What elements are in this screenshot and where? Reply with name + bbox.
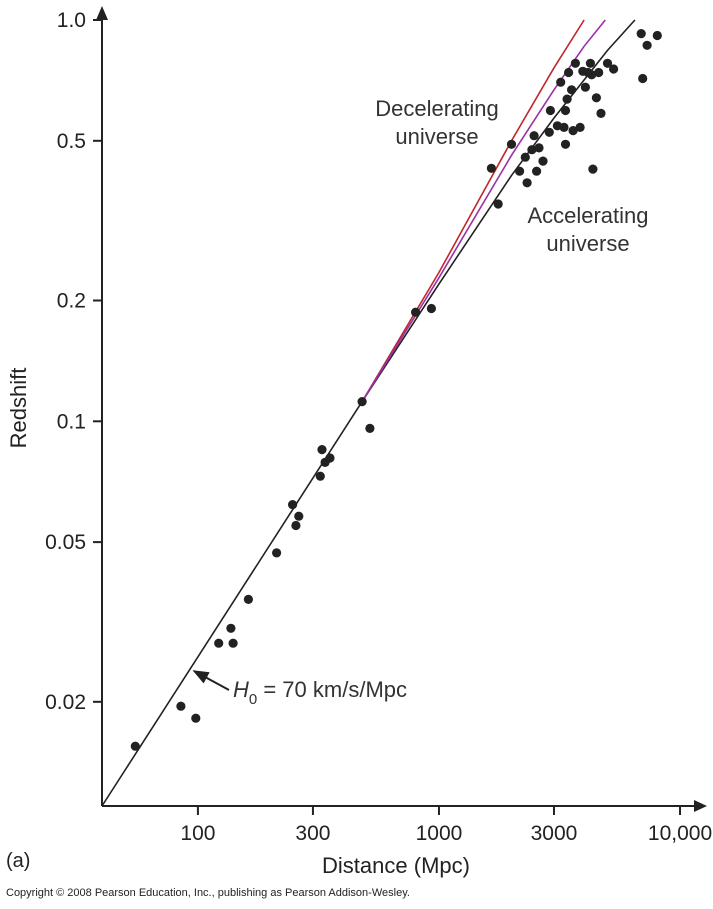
supernova-point: [315, 471, 325, 481]
supernova-point: [568, 126, 578, 136]
x-tick-label: 3000: [531, 822, 578, 845]
x-tick-label: 10,000: [648, 822, 712, 845]
h0-arrow: [192, 670, 230, 691]
supernova-point: [226, 623, 236, 633]
supernova-point: [522, 178, 532, 188]
supernova-point: [564, 67, 574, 78]
y-tick-label: 0.5: [57, 130, 86, 153]
supernova-point: [652, 30, 662, 41]
supernova-point: [272, 548, 282, 558]
supernova-point: [294, 511, 304, 521]
supernova-point: [562, 94, 572, 104]
accelerating-label-line2: universe: [546, 231, 629, 256]
h0-annotation: H0 = 70 km/s/Mpc: [192, 670, 407, 708]
supernova-point: [365, 423, 375, 433]
supernova-point: [594, 67, 604, 78]
x-axis-title: Distance (Mpc): [322, 853, 470, 878]
x-tick-label: 1000: [416, 822, 463, 845]
supernova-point: [570, 58, 581, 68]
supernova-point: [567, 85, 577, 95]
supernova-point: [556, 77, 566, 87]
supernova-point: [532, 166, 542, 176]
supernova-point: [325, 453, 335, 463]
supernova-point: [545, 105, 556, 116]
supernova-point: [515, 166, 525, 176]
supernova-point: [506, 139, 517, 149]
supernova-point: [357, 397, 367, 407]
supernova-point: [426, 303, 436, 314]
supernova-point: [638, 73, 648, 84]
x-axis-arrow-icon: [694, 800, 707, 812]
supernova-point: [580, 82, 591, 92]
supernova-point: [602, 58, 613, 68]
supernova-point: [559, 122, 569, 132]
x-ticks: 100 300 1000 3000 10,000: [180, 806, 712, 845]
h0-symbol: H: [233, 677, 249, 702]
supernova-point: [317, 445, 327, 455]
x-tick-label: 100: [180, 822, 215, 845]
panel-label: (a): [6, 850, 31, 872]
supernova-point: [529, 131, 539, 141]
supernova-point: [493, 199, 503, 209]
y-tick-label: 0.02: [45, 691, 86, 714]
copyright-notice: Copyright © 2008 Pearson Education, Inc.…: [6, 887, 410, 899]
supernova-point: [243, 594, 253, 605]
intermediate-line: [361, 19, 606, 403]
y-axis-arrow-icon: [96, 6, 108, 20]
y-tick-label: 0.1: [57, 410, 86, 433]
axes: [96, 6, 707, 812]
supernova-point: [214, 638, 224, 648]
supernova-point: [636, 28, 646, 39]
supernova-point: [560, 139, 571, 149]
h0-subscript: 0: [249, 691, 257, 708]
supernova-point: [596, 108, 606, 118]
supernova-point: [527, 145, 537, 155]
supernova-point: [520, 152, 530, 162]
h0-value: = 70 km/s/Mpc: [257, 677, 407, 702]
supernova-point: [191, 713, 201, 723]
y-tick-label: 1.0: [57, 9, 86, 32]
data-points: [130, 28, 662, 751]
supernova-point: [560, 105, 571, 116]
supernova-point: [411, 307, 421, 317]
decelerating-label-line1: Decelerating: [375, 96, 499, 121]
y-axis-title: Redshift: [6, 368, 31, 449]
y-tick-label: 0.05: [45, 531, 86, 554]
supernova-point: [591, 93, 602, 103]
supernova-point: [588, 164, 598, 174]
supernova-point: [486, 163, 496, 173]
supernova-point: [544, 127, 554, 137]
supernova-point: [534, 143, 544, 153]
accelerating-label-line1: Accelerating: [527, 203, 648, 228]
h0-label: H0 = 70 km/s/Mpc: [233, 677, 407, 708]
decelerating-label-line2: universe: [395, 124, 478, 149]
supernova-point: [228, 638, 238, 648]
supernova-point: [291, 520, 301, 531]
supernova-point: [642, 40, 652, 50]
supernova-point: [130, 741, 140, 751]
supernova-point: [587, 70, 597, 80]
y-tick-label: 0.2: [57, 290, 86, 313]
supernova-point: [585, 58, 596, 68]
supernova-point: [288, 500, 298, 510]
supernova-point: [575, 122, 585, 132]
supernova-point: [176, 701, 186, 711]
supernova-point: [609, 64, 619, 74]
x-tick-label: 300: [295, 822, 330, 845]
y-ticks: 0.02 0.05 0.1 0.2 0.5 1.0: [45, 9, 102, 714]
supernova-point: [538, 156, 548, 166]
